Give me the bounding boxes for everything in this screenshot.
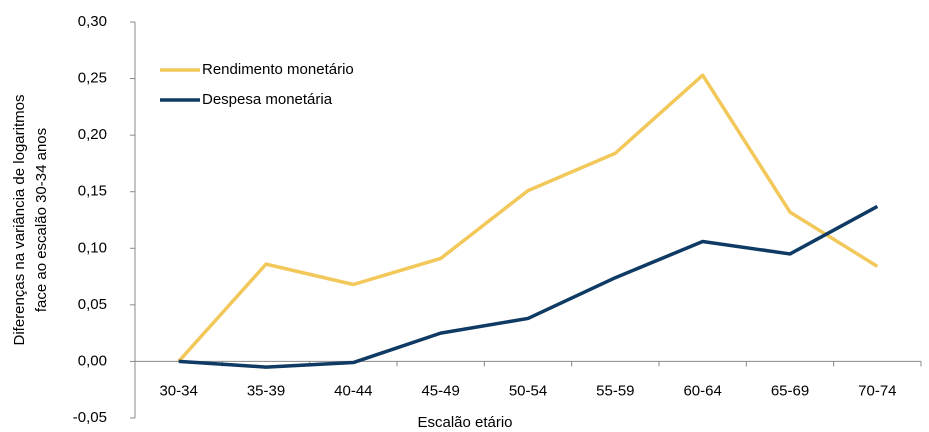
y-tick-label: -0,05	[73, 409, 107, 426]
x-tick-label: 50-54	[509, 382, 547, 399]
x-tick-label: 45-49	[421, 382, 459, 399]
legend-label: Despesa monetária	[202, 91, 333, 108]
x-tick-label: 30-34	[159, 382, 197, 399]
x-tick-label: 60-64	[683, 382, 721, 399]
legend-label: Rendimento monetário	[202, 61, 354, 78]
y-tick-label: 0,05	[78, 296, 107, 313]
y-axis-label: face ao escalão 30-34 anos	[33, 128, 50, 312]
y-axis-label: Diferenças na variância de logaritmos	[11, 95, 28, 346]
y-tick-label: 0,25	[78, 70, 107, 87]
y-tick-label: 0,10	[78, 239, 107, 256]
x-tick-label: 35-39	[247, 382, 285, 399]
y-tick-label: 0,30	[78, 13, 107, 30]
x-tick-label: 40-44	[334, 382, 372, 399]
series-line	[177, 73, 879, 363]
x-axis-label: Escalão etário	[417, 414, 512, 431]
series-line	[178, 204, 879, 369]
x-tick-label: 70-74	[858, 382, 896, 399]
y-tick-label: 0,00	[78, 352, 107, 369]
x-tick-label: 55-59	[596, 382, 634, 399]
y-tick-label: 0,15	[78, 183, 107, 200]
x-tick-label: 65-69	[771, 382, 809, 399]
y-tick-label: 0,20	[78, 126, 107, 143]
